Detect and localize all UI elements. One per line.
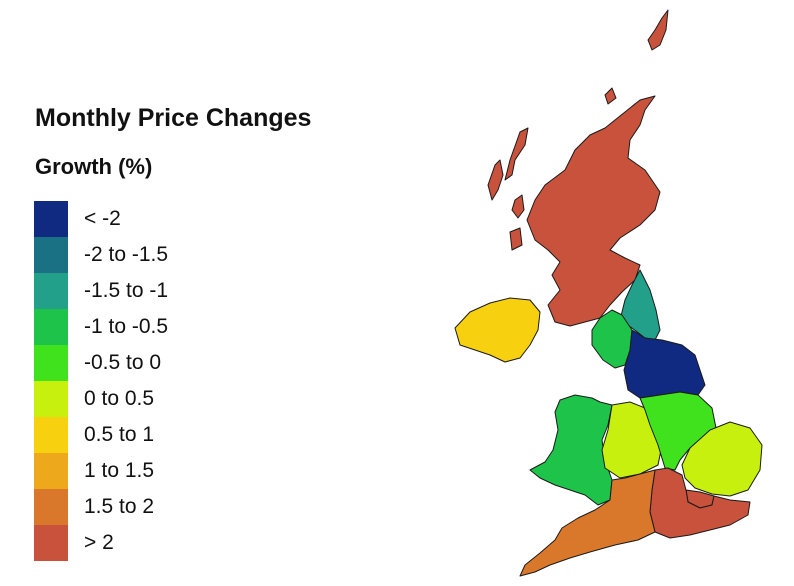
legend-label: < -2 — [84, 207, 121, 230]
legend-title: Monthly Price Changes — [35, 104, 312, 132]
legend-label: -2 to -1.5 — [84, 243, 169, 266]
legend-swatch — [34, 381, 68, 417]
legend-item: 1 to 1.5 — [34, 453, 168, 489]
region-wales — [529, 394, 613, 506]
legend-label: 1.5 to 2 — [84, 495, 155, 518]
legend-item: -1.5 to -1 — [34, 273, 168, 309]
legend-label: 0 to 0.5 — [84, 387, 155, 410]
legend-swatch — [34, 417, 68, 453]
legend-swatch — [34, 273, 68, 309]
uk-region-map — [454, 9, 763, 577]
region-yorkshire — [623, 329, 706, 399]
legend-swatch — [34, 201, 68, 237]
legend-label: -1.5 to -1 — [84, 279, 169, 302]
legend-label: -1 to -0.5 — [84, 315, 169, 338]
legend-swatch — [34, 453, 68, 489]
region-scotland — [487, 9, 669, 327]
legend-label: 1 to 1.5 — [84, 459, 155, 482]
legend-label: 0.5 to 1 — [84, 423, 155, 446]
legend-item: 1.5 to 2 — [34, 489, 168, 525]
legend-item: > 2 — [34, 525, 168, 561]
legend-item: -1 to -0.5 — [34, 309, 168, 345]
legend-swatch — [34, 309, 68, 345]
legend-swatch — [34, 345, 68, 381]
region-south-west — [519, 469, 656, 577]
legend-label: -0.5 to 0 — [84, 351, 162, 374]
legend: < -2 -2 to -1.5 -1.5 to -1 -1 to -0.5 -0… — [34, 201, 168, 561]
legend-subtitle: Growth (%) — [35, 154, 153, 179]
legend-item: -2 to -1.5 — [34, 237, 168, 273]
legend-swatch — [34, 237, 68, 273]
legend-item: < -2 — [34, 201, 168, 237]
region-northern-ireland — [454, 297, 541, 363]
legend-swatch — [34, 489, 68, 525]
region-east-of-england — [681, 421, 763, 497]
legend-item: -0.5 to 0 — [34, 345, 168, 381]
region-west-midlands — [601, 401, 663, 479]
legend-item: 0 to 0.5 — [34, 381, 168, 417]
legend-label: > 2 — [84, 531, 114, 554]
legend-swatch — [34, 525, 68, 561]
legend-item: 0.5 to 1 — [34, 417, 168, 453]
